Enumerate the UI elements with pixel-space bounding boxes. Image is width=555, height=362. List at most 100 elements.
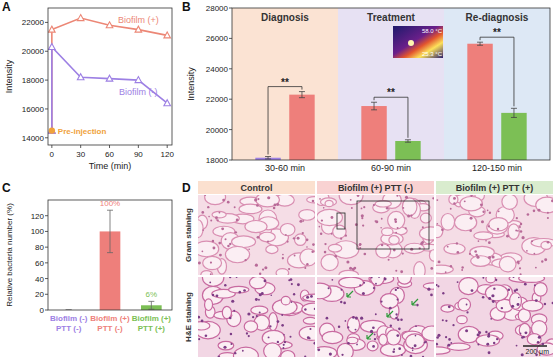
nucleus — [229, 277, 231, 278]
significance-bracket — [268, 87, 302, 155]
alveolus — [476, 335, 499, 346]
alveolus — [276, 269, 289, 275]
micrograph — [198, 277, 315, 357]
nucleus — [474, 250, 477, 253]
nucleus — [198, 316, 200, 319]
nucleus — [359, 244, 361, 246]
alveolus — [471, 256, 491, 267]
nucleus — [519, 267, 521, 269]
x-tick-label: 120 — [161, 150, 175, 159]
nucleus — [485, 331, 487, 333]
alveolus — [459, 278, 479, 295]
nucleus — [427, 288, 430, 291]
nucleus — [282, 257, 284, 259]
nucleus — [347, 326, 349, 328]
nucleus — [269, 325, 271, 327]
nucleus — [276, 203, 279, 206]
nucleus — [517, 262, 519, 264]
nucleus — [198, 261, 201, 264]
nucleus — [209, 282, 211, 284]
nucleus — [450, 208, 452, 210]
y-tick-label: 18000 — [22, 76, 45, 85]
micrograph — [317, 195, 434, 275]
nucleus — [475, 254, 477, 256]
nucleus — [283, 344, 285, 346]
nucleus — [288, 279, 290, 281]
alveolus — [454, 214, 476, 231]
nucleus — [304, 356, 306, 357]
nucleus — [231, 300, 234, 303]
alveolus — [198, 322, 210, 330]
y-tick-label: 16000 — [22, 105, 45, 114]
nucleus — [487, 335, 490, 338]
nucleus — [394, 218, 397, 221]
alveolus — [300, 249, 315, 266]
alveolus — [299, 326, 315, 340]
y-tick — [45, 294, 48, 295]
nucleus — [374, 338, 376, 340]
nucleus — [430, 267, 433, 270]
nucleus — [273, 203, 276, 206]
nucleus — [362, 292, 365, 295]
alveolus — [436, 225, 443, 238]
nucleus — [450, 265, 452, 267]
nucleus — [319, 226, 321, 228]
alveolus — [508, 224, 519, 240]
nucleus — [469, 253, 471, 255]
alveolus — [339, 277, 364, 288]
nucleus — [544, 258, 547, 261]
alveolus — [303, 294, 315, 301]
nucleus — [255, 298, 258, 301]
nucleus — [284, 341, 286, 343]
nucleus — [323, 207, 325, 209]
nucleus — [223, 346, 226, 349]
nucleus — [513, 277, 515, 278]
x-tick-label: 90 — [134, 150, 143, 159]
nucleus — [405, 227, 407, 229]
nucleus — [424, 342, 426, 344]
phase-background — [444, 8, 550, 160]
alveolus — [380, 294, 398, 309]
nucleus — [282, 347, 284, 349]
nucleus — [218, 356, 220, 357]
alveolus — [205, 299, 213, 311]
nucleus — [343, 302, 346, 305]
nucleus — [352, 268, 355, 271]
nucleus — [410, 355, 413, 357]
marker — [164, 100, 171, 106]
y-tick — [45, 247, 48, 248]
nucleus — [470, 217, 473, 220]
nucleus — [437, 285, 439, 287]
nucleus — [306, 263, 308, 265]
x-tick-label: Biofilm (+)PTT (-) — [90, 314, 130, 333]
nucleus — [432, 197, 434, 199]
nucleus — [229, 243, 231, 245]
alveolus — [198, 220, 203, 238]
nucleus — [355, 329, 357, 331]
nucleus — [289, 336, 291, 338]
nucleus — [346, 260, 349, 263]
nucleus — [506, 235, 509, 238]
nucleus — [436, 199, 438, 201]
alveolus — [534, 283, 547, 297]
nucleus — [361, 208, 363, 210]
nucleus — [517, 303, 520, 306]
y-tick — [229, 8, 232, 9]
nucleus — [218, 242, 221, 245]
nucleus — [375, 313, 377, 315]
nucleus — [363, 253, 366, 256]
nucleus — [225, 238, 227, 240]
nucleus — [400, 319, 402, 321]
nucleus — [448, 305, 451, 308]
nucleus — [210, 261, 212, 263]
alveolus — [281, 296, 290, 304]
nucleus — [416, 304, 419, 307]
x-tick-label: 30 — [76, 150, 85, 159]
nucleus — [312, 200, 315, 203]
nucleus — [410, 214, 412, 216]
nucleus — [380, 227, 382, 229]
nucleus — [287, 241, 289, 243]
nucleus — [517, 230, 519, 232]
x-tick — [51, 145, 52, 148]
plot-frame — [48, 200, 172, 310]
